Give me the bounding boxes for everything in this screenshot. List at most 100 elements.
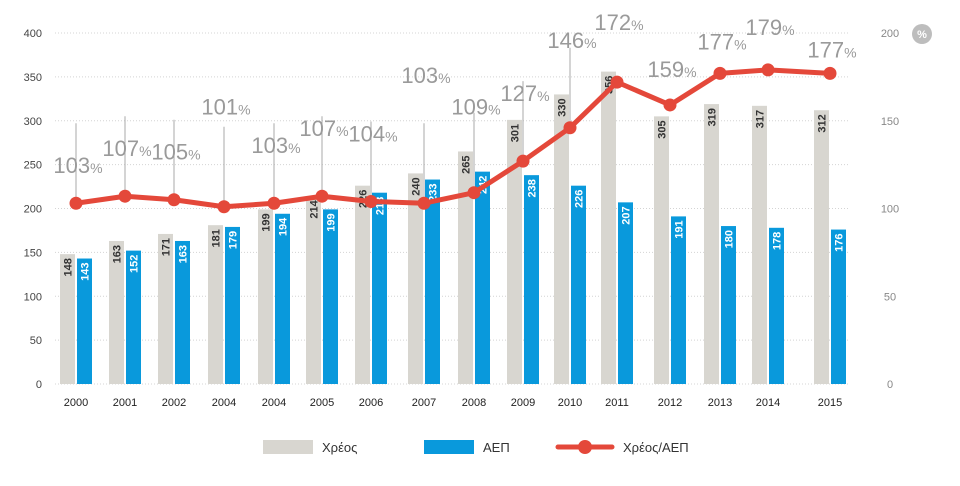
x-tick-label: 2005 — [310, 397, 334, 409]
y-left-tick-label: 50 — [30, 335, 42, 347]
x-tick-label: 2004 — [212, 397, 236, 409]
y-right-tick-label: 150 — [881, 116, 899, 128]
x-tick-label: 2014 — [756, 397, 780, 409]
y-left-tick-label: 0 — [36, 379, 42, 391]
ratio-percent-suffix: % — [336, 123, 348, 139]
ratio-percent-suffix: % — [537, 88, 549, 104]
ratio-percent-suffix: % — [782, 22, 794, 38]
debt-bar-value-label: 317 — [755, 110, 767, 128]
ratio-marker — [610, 75, 624, 89]
debt-bar-value-label: 319 — [707, 108, 719, 126]
gdp-bar — [126, 250, 141, 384]
ratio-percent-suffix: % — [385, 128, 397, 144]
legend-label-gdp: ΑΕΠ — [483, 440, 510, 455]
ratio-percent-label: 101% — [201, 95, 250, 120]
gdp-bar — [769, 227, 784, 384]
ratio-percent-suffix: % — [139, 143, 151, 159]
debt-bar — [306, 196, 321, 384]
debt-bar-value-label: 181 — [211, 229, 223, 247]
gdp-bar — [721, 226, 736, 384]
y-left-tick-label: 100 — [24, 291, 42, 303]
debt-bar — [554, 94, 569, 385]
ratio-percent-suffix: % — [188, 147, 200, 163]
debt-bar-value-label: 330 — [557, 98, 569, 116]
ratio-percent-value: 107 — [102, 136, 139, 161]
ratio-marker — [663, 98, 677, 112]
ratio-percent-value: 177 — [807, 37, 844, 62]
ratio-percent-value: 101 — [201, 95, 238, 120]
debt-bar-value-label: 240 — [411, 177, 423, 195]
ratio-marker — [823, 66, 837, 80]
ratio-percent-value: 127 — [500, 81, 537, 106]
ratio-percent-label: 103% — [251, 133, 300, 158]
gdp-bar-value-label: 207 — [621, 206, 633, 224]
x-tick-label: 2006 — [359, 397, 383, 409]
gdp-bar — [275, 213, 290, 384]
ratio-marker — [69, 196, 83, 210]
ratio-percent-label: 104% — [348, 121, 397, 146]
gdp-bar-value-label: 191 — [674, 220, 686, 238]
gdp-bar — [323, 209, 338, 384]
debt-bar-value-label: 163 — [112, 245, 124, 263]
x-tick-label: 2000 — [64, 397, 88, 409]
ratio-marker — [713, 66, 727, 80]
gdp-bar-value-label: 178 — [772, 232, 784, 250]
ratio-percent-suffix: % — [90, 160, 102, 176]
gdp-bar — [475, 171, 490, 384]
ratio-percent-value: 172 — [594, 10, 631, 35]
ratio-marker — [563, 121, 577, 135]
debt-bar — [458, 151, 473, 384]
ratio-percent-suffix: % — [238, 102, 250, 118]
y-left-tick-label: 250 — [24, 160, 42, 172]
gdp-bar-value-label: 199 — [326, 213, 338, 231]
y-right-tick-label: 200 — [881, 28, 899, 40]
ratio-marker — [761, 63, 775, 77]
gdp-bar — [831, 229, 846, 384]
debt-bar — [601, 71, 616, 385]
x-tick-label: 2004 — [262, 397, 286, 409]
ratio-percent-label: 109% — [451, 95, 500, 120]
legend-swatch-gdp — [424, 440, 474, 454]
ratio-percent-suffix: % — [734, 36, 746, 52]
ratio-percent-label: 159% — [647, 57, 696, 82]
ratio-percent-suffix: % — [684, 64, 696, 80]
ratio-percent-label: 107% — [299, 116, 348, 141]
ratio-percent-label: 172% — [594, 10, 643, 35]
ratio-percent-value: 103 — [251, 133, 288, 158]
x-tick-label: 2002 — [162, 397, 186, 409]
x-tick-label: 2013 — [708, 397, 732, 409]
legend-swatch-ratio-marker — [578, 440, 592, 454]
gdp-bar — [618, 202, 633, 384]
debt-bar-value-label: 199 — [261, 213, 273, 231]
ratio-percent-value: 103 — [401, 63, 438, 88]
ratio-percent-value: 146 — [547, 28, 584, 53]
debt-bar-value-label: 305 — [657, 120, 669, 138]
percent-unit-badge — [912, 24, 932, 44]
ratio-percent-suffix: % — [584, 35, 596, 51]
gdp-bar-value-label: 176 — [834, 234, 846, 252]
debt-bar — [60, 254, 75, 384]
gdp-bar — [225, 226, 240, 384]
ratio-percent-label: 127% — [500, 81, 549, 106]
ratio-percent-value: 109 — [451, 95, 488, 120]
y-left-tick-label: 400 — [24, 28, 42, 40]
x-tick-label: 2009 — [511, 397, 535, 409]
gdp-bar — [372, 192, 387, 384]
debt-bar-value-label: 148 — [63, 258, 75, 276]
ratio-marker — [516, 154, 530, 168]
ratio-percent-label: 179% — [745, 15, 794, 40]
ratio-percent-label: 105% — [151, 140, 200, 165]
ratio-percent-value: 103 — [53, 153, 90, 178]
debt-bar-value-label: 214 — [309, 199, 321, 218]
ratio-marker — [467, 186, 481, 200]
gdp-bar-value-label: 233 — [428, 184, 440, 202]
ratio-percent-suffix: % — [488, 102, 500, 118]
ratio-line — [73, 67, 833, 210]
debt-bar — [704, 104, 719, 384]
gdp-bar-value-label: 180 — [724, 230, 736, 248]
debt-bar-value-label: 171 — [161, 238, 173, 256]
debt-bar — [507, 119, 522, 384]
ratio-percent-suffix: % — [844, 44, 856, 60]
legend-label-debt: Χρέος — [322, 440, 357, 455]
